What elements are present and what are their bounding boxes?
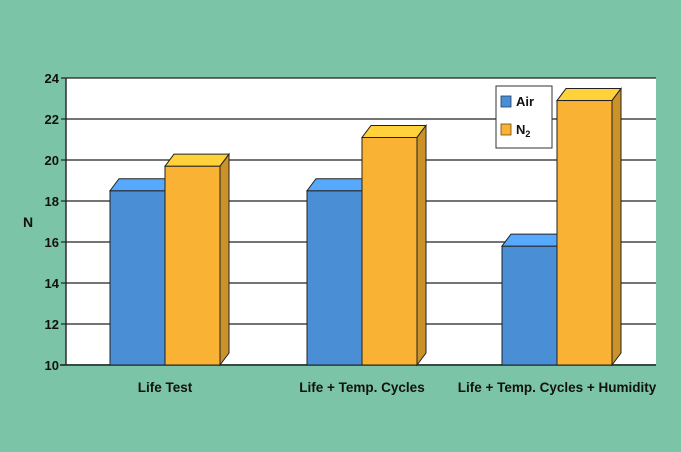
y-tick-label: 18	[45, 194, 59, 209]
legend-label-n2: N2	[516, 122, 530, 139]
x-tick-label: Life Test	[138, 380, 193, 395]
legend-swatch-air	[500, 95, 512, 108]
bar-top-n-0	[164, 153, 230, 167]
bar-side-n-2	[611, 87, 622, 367]
bar-top-n-2	[556, 88, 622, 102]
bar-side-n-1	[416, 123, 427, 367]
y-tick-labels: 10 12 14 16 18 20 22 24	[45, 71, 66, 373]
x-tick-labels: Life Test Life + Temp. Cycles Life + Temp.…	[138, 380, 657, 395]
bar-side-n-0	[219, 152, 230, 367]
bar-top-air-1	[306, 178, 372, 192]
y-tick-label: 16	[45, 235, 59, 250]
bar-air-2	[501, 245, 558, 366]
legend-label-air: Air	[516, 94, 534, 109]
legend-swatch-n2	[500, 123, 512, 136]
bar-top-air-0	[109, 178, 175, 192]
y-tick-label: 12	[45, 317, 59, 332]
y-tick-label: 10	[45, 358, 59, 373]
legend-label-n2-subscript: 2	[525, 129, 530, 139]
bar-n-2	[556, 100, 613, 366]
bar-air-0	[109, 190, 166, 366]
bars	[109, 87, 622, 367]
y-axis-label: N	[23, 214, 33, 230]
y-tick-label: 20	[45, 153, 59, 168]
x-tick-label: Life + Temp. Cycles + Humidity	[458, 380, 657, 395]
legend-label-n2-base: N	[516, 122, 525, 137]
bar-n-1	[361, 136, 418, 366]
bar-top-n-1	[361, 124, 427, 138]
y-tick-label: 24	[45, 71, 60, 86]
y-tick-label: 22	[45, 112, 59, 127]
legend: Air N2	[495, 85, 553, 149]
bar-air-1	[306, 190, 363, 366]
bar-top-air-2	[501, 233, 567, 247]
bar-n-0	[164, 165, 221, 366]
x-tick-label: Life + Temp. Cycles	[299, 380, 424, 395]
y-tick-label: 14	[45, 276, 60, 291]
